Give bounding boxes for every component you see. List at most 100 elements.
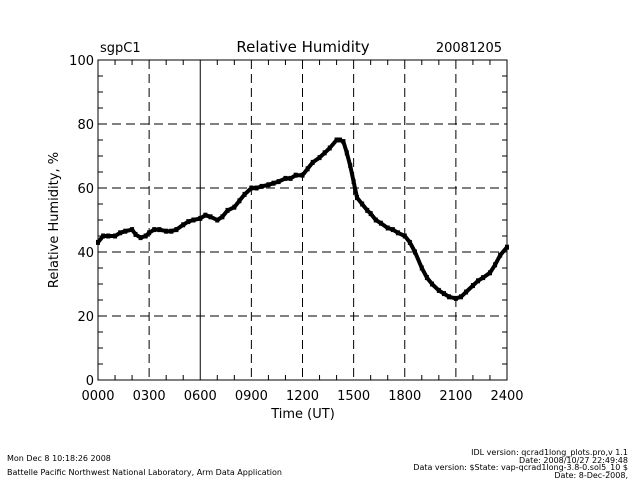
y-tick-label: 60	[77, 182, 94, 197]
data-point	[464, 289, 469, 295]
data-point	[249, 185, 254, 191]
x-tick-label: 1200	[286, 389, 319, 404]
data-point	[424, 275, 429, 281]
data-point	[390, 227, 395, 233]
grid	[98, 60, 507, 380]
x-tick-label: 0600	[184, 389, 217, 404]
data-point	[470, 283, 475, 289]
data-point	[186, 219, 191, 225]
data-point	[283, 175, 288, 181]
data-point	[476, 278, 481, 284]
footer-timestamp: Mon Dec 8 10:18:26 2008	[7, 454, 111, 463]
data-point	[293, 172, 298, 178]
x-tick-label: 1500	[337, 389, 370, 404]
x-tick-label: 0000	[81, 389, 114, 404]
data-point	[259, 183, 264, 189]
x-tick-label: 0300	[133, 389, 166, 404]
data-point	[337, 137, 342, 143]
y-axis-label: Relative Humidity, %	[47, 152, 62, 288]
plot-frame	[97, 59, 508, 381]
data-point	[453, 295, 458, 301]
date-label: 20081205	[436, 41, 502, 56]
data-point	[191, 217, 196, 223]
data-point	[402, 233, 407, 239]
data-point	[419, 265, 424, 271]
data-point	[360, 201, 365, 207]
data-point	[487, 270, 492, 276]
data-point	[147, 230, 152, 236]
data-point	[365, 207, 370, 213]
y-tick-label: 20	[77, 310, 94, 325]
footer-idl-version: IDL version: qcrad1long_plots.pro,v 1.1	[471, 448, 628, 457]
data-point	[157, 227, 162, 233]
data-point	[143, 233, 148, 239]
ticks: 0000 0300 0600 0900 1200 1500 1800 2100 2400 0 20 4…	[69, 54, 523, 404]
data-point	[225, 207, 230, 213]
data-point	[341, 139, 346, 145]
data-point	[378, 220, 383, 226]
data-point	[271, 180, 276, 186]
data-point	[220, 214, 225, 220]
data-point	[198, 215, 203, 221]
data-point	[138, 235, 143, 241]
data-point	[242, 191, 247, 197]
data-point	[458, 294, 463, 300]
data-point	[174, 227, 179, 233]
data-point	[481, 275, 486, 281]
data-point	[498, 252, 503, 258]
x-tick-label: 0900	[235, 389, 268, 404]
x-tick-label: 2400	[490, 389, 523, 404]
data-point	[441, 291, 446, 297]
data-point	[133, 231, 138, 237]
data-point	[322, 150, 327, 156]
data-point	[164, 228, 169, 234]
data-point	[493, 262, 498, 268]
footer-data-version: Data version: $State: vap-qcrad1long-3.8…	[413, 463, 628, 472]
data-point	[447, 294, 452, 300]
data-point	[215, 217, 220, 223]
site-label: sgpC1	[100, 41, 141, 56]
data-point	[327, 145, 332, 151]
data-point	[152, 227, 157, 233]
data-point	[254, 185, 259, 191]
data-point	[266, 182, 271, 188]
data-point	[113, 233, 118, 239]
data-point	[344, 150, 349, 156]
data-point	[430, 281, 435, 287]
footer-idl-date: Date: 2008/10/27 22:49:48	[519, 456, 628, 465]
data-point	[123, 228, 128, 234]
data-point	[101, 233, 106, 239]
data-point	[203, 212, 208, 218]
data-point	[169, 228, 174, 234]
data-point	[208, 214, 213, 220]
data-point	[310, 159, 315, 165]
data-point	[368, 211, 373, 217]
data-point	[348, 163, 353, 169]
x-axis-label: Time (UT)	[270, 407, 335, 422]
data-point	[334, 137, 339, 143]
footer-organization: Battelle Pacific Northwest National Labo…	[7, 468, 282, 477]
data-point	[373, 217, 378, 223]
y-tick-label: 0	[86, 374, 94, 389]
data-point	[395, 230, 400, 236]
data-point	[407, 239, 412, 245]
data-point	[300, 172, 305, 178]
data-point	[181, 222, 186, 228]
footer-data-date: Date: 8-Dec-2008,	[554, 471, 628, 480]
y-tick-label: 40	[77, 246, 94, 261]
data-point	[106, 233, 111, 239]
data-point	[237, 198, 242, 204]
x-tick-label: 1800	[388, 389, 421, 404]
data-point	[436, 287, 441, 293]
data-point	[130, 227, 135, 233]
data-point	[385, 225, 390, 231]
data-point	[317, 155, 322, 161]
data-point	[232, 204, 237, 210]
y-tick-label: 80	[77, 118, 94, 133]
data-point	[118, 230, 123, 236]
x-tick-label: 2100	[439, 389, 472, 404]
series	[96, 137, 509, 301]
chart-title: Relative Humidity	[236, 38, 369, 56]
data-point	[288, 175, 293, 181]
